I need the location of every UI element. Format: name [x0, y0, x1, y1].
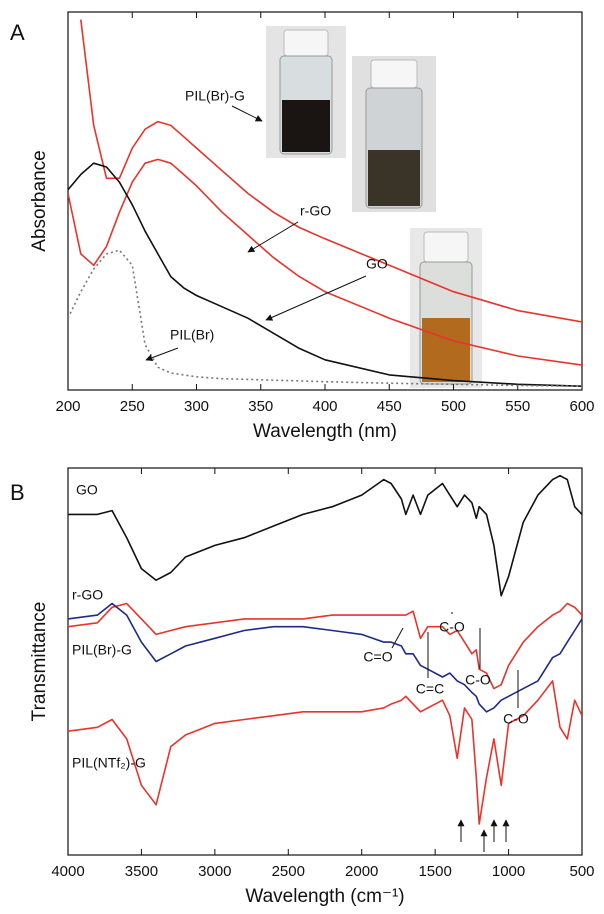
x-tick-label: 600	[569, 398, 594, 415]
label-arrow	[232, 106, 262, 121]
y-axis-label: Absorbance	[29, 150, 50, 251]
label-arrow	[266, 276, 366, 320]
x-tick-label: 3000	[198, 863, 231, 880]
series-label: PIL(Br)-G	[185, 88, 245, 104]
vial-photo	[266, 26, 346, 158]
x-tick-label: 350	[248, 398, 273, 415]
series-line	[68, 476, 582, 596]
x-axis-label: Wavelength (cm⁻¹)	[245, 886, 404, 907]
figure: 200 250 300 350 400 450 500 550 600 Wavelength (n…	[0, 0, 604, 914]
x-tick-label: 550	[505, 398, 530, 415]
x-tick-label: 1000	[492, 863, 525, 880]
x-tick-label: 450	[377, 398, 402, 415]
annotation: C=C	[416, 681, 444, 697]
x-tick-label: 2500	[272, 863, 305, 880]
vial-photo	[352, 56, 436, 212]
series-label: GO	[366, 256, 388, 272]
annotation: C-O	[503, 711, 529, 727]
x-tick-label: 300	[184, 398, 209, 415]
page: {"chart_data": [ {"type": "line", "panel…	[0, 0, 604, 914]
panel-letter: A	[10, 20, 25, 45]
series-line	[68, 604, 582, 712]
x-tick-label: 4000	[51, 863, 84, 880]
series-label: r-GO	[72, 587, 103, 603]
vial-photo	[410, 228, 482, 388]
x-tick-label: 500	[441, 398, 466, 415]
x-tick-label: 200	[55, 398, 80, 415]
annotation: C-O	[465, 672, 491, 688]
plot-frame	[68, 468, 582, 855]
x-tick-label: 250	[120, 398, 145, 415]
annotation: C-O	[439, 619, 465, 635]
series-line	[68, 159, 582, 365]
annotation: C=O	[363, 649, 392, 665]
y-axis-label: Transmittance	[29, 602, 50, 722]
x-tick-label: 500	[569, 863, 594, 880]
x-tick-label: 3500	[125, 863, 158, 880]
series-label: r-GO	[300, 203, 331, 219]
label-arrow	[248, 222, 298, 252]
plot-area	[68, 476, 582, 824]
series-line	[68, 681, 582, 824]
panel-letter: B	[10, 480, 25, 505]
x-tick-label: 2000	[345, 863, 378, 880]
x-axis-label: Wavelength (nm)	[253, 421, 397, 442]
series-label: PIL(NTf₂)-G	[72, 755, 146, 771]
series-label: GO	[76, 482, 98, 498]
x-tick-label: 400	[312, 398, 337, 415]
series-label: PIL(Br)	[170, 327, 214, 343]
series-line	[68, 250, 582, 386]
x-tick-label: 1500	[418, 863, 451, 880]
series-label: PIL(Br)-G	[72, 642, 132, 658]
